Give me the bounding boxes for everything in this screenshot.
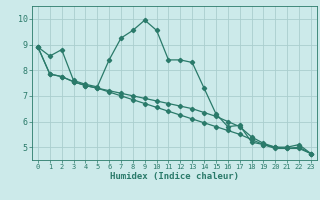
- X-axis label: Humidex (Indice chaleur): Humidex (Indice chaleur): [110, 172, 239, 181]
